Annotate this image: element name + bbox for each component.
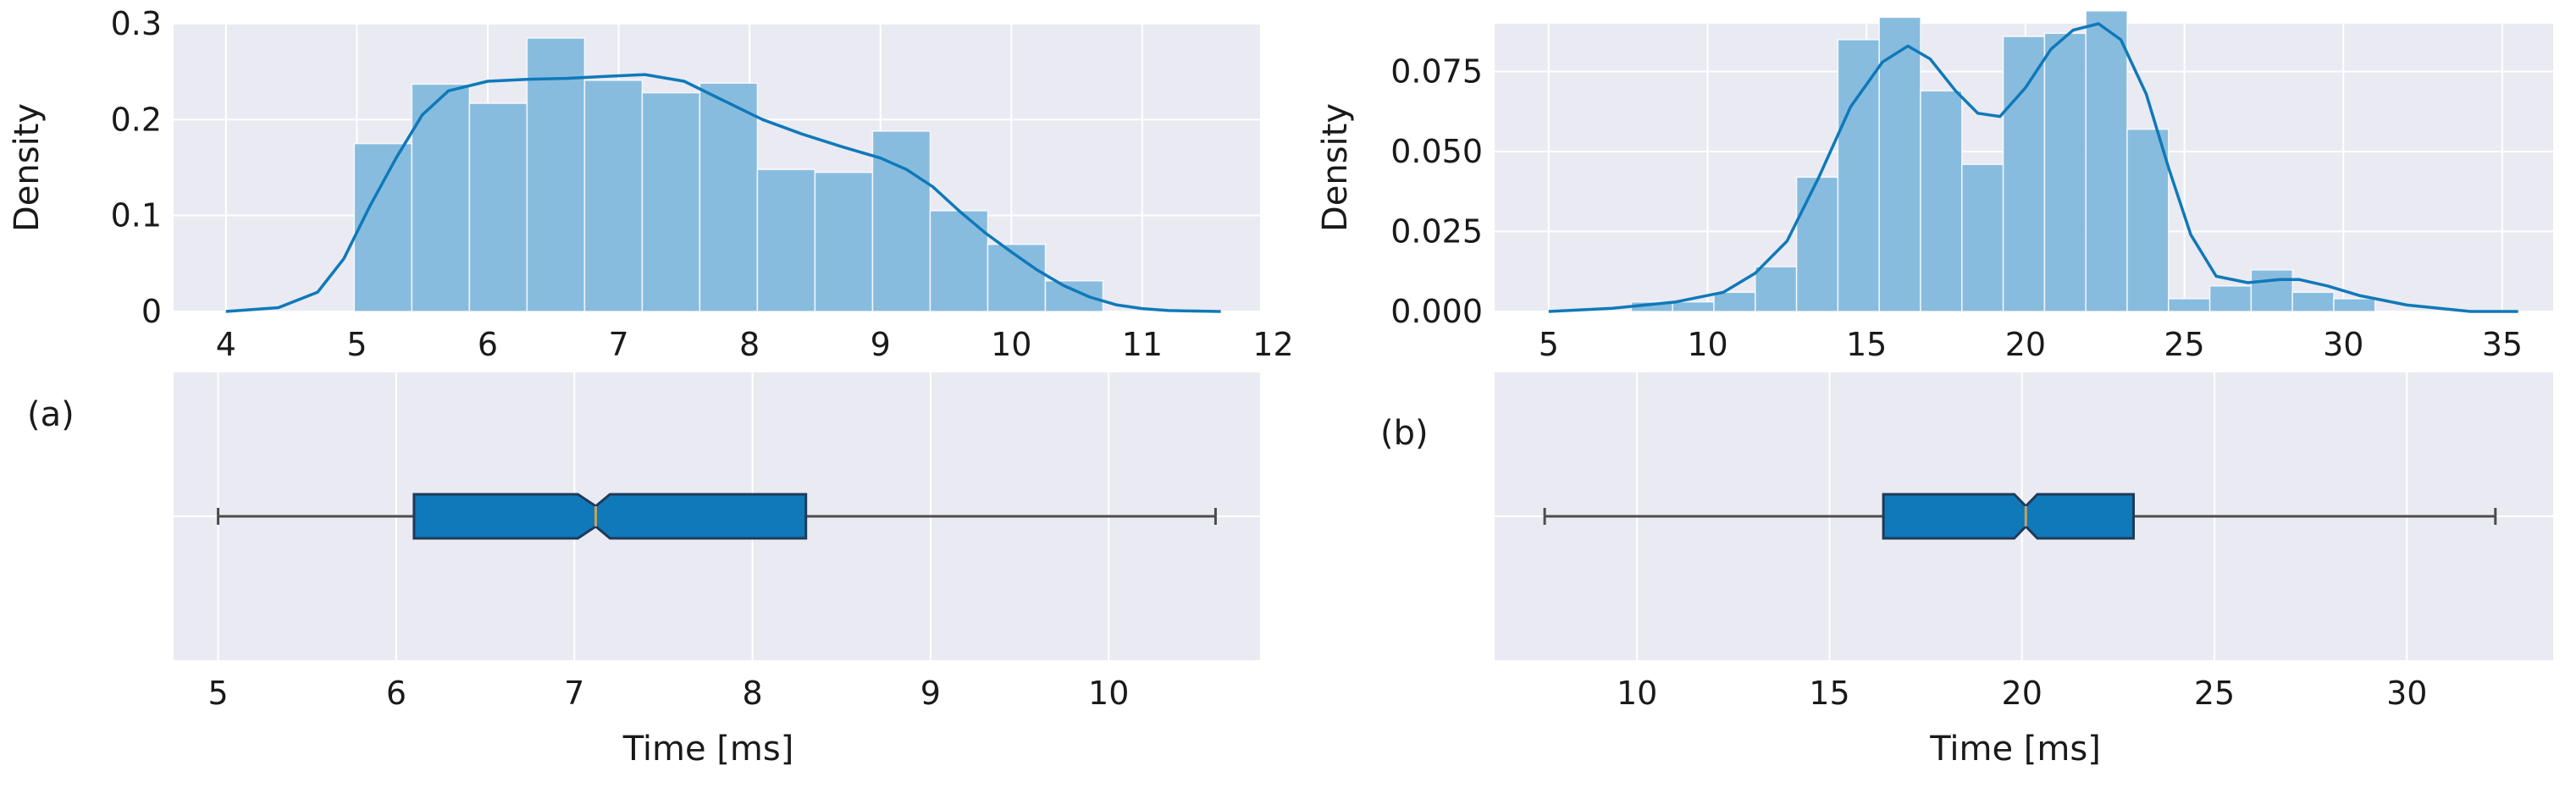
x-tick-label: 5 — [207, 675, 228, 712]
x-tick-label: 5 — [346, 326, 367, 363]
x-tick-label: 15 — [1846, 326, 1887, 363]
histogram-bar — [353, 142, 413, 312]
histogram-bar — [1795, 176, 1839, 312]
x-tick-label: 6 — [386, 675, 406, 712]
x-tick-label: 15 — [1809, 675, 1849, 712]
x-tick-label: 7 — [564, 675, 584, 712]
histogram-bars — [1630, 10, 2376, 312]
x-tick-label: 30 — [2323, 326, 2363, 363]
histogram-bar — [2085, 10, 2128, 312]
boxplot — [1543, 493, 2497, 540]
histogram-bar — [2333, 298, 2376, 312]
notched-box — [412, 493, 808, 540]
y-tick-labels: 0 0.1 0.2 0.3 — [111, 5, 162, 330]
y-tick-label: 0.000 — [1390, 293, 1483, 330]
x-tick-labels: 5 6 7 8 9 10 — [207, 675, 1129, 712]
x-tick-label: 4 — [216, 326, 236, 363]
histogram-bar — [526, 37, 586, 312]
histogram-bar — [2291, 291, 2335, 312]
y-axis-label: Density — [8, 103, 47, 232]
histogram-panel-b: 5 10 15 20 25 30 35 0.000 0.025 0.050 0.075 Densi… — [1316, 10, 2553, 363]
histogram-bar — [756, 168, 816, 312]
x-tick-label: 9 — [871, 326, 891, 363]
histogram-bar — [2250, 269, 2293, 312]
x-tick-label: 9 — [920, 675, 941, 712]
x-axis-label: Time [ms] — [622, 730, 794, 769]
notched-box — [1882, 493, 2135, 540]
x-tick-label: 20 — [2002, 675, 2043, 712]
kde-curve — [1548, 22, 2518, 313]
x-tick-label: 11 — [1122, 326, 1163, 363]
y-tick-label: 0 — [141, 293, 162, 330]
histogram-bar — [2043, 32, 2087, 312]
y-tick-label: 0.025 — [1390, 213, 1483, 251]
x-tick-label: 10 — [1687, 326, 1727, 363]
kde-curve — [225, 73, 1221, 313]
y-tick-label: 0.1 — [111, 197, 162, 234]
histogram-bar — [2208, 285, 2253, 312]
x-tick-label: 6 — [478, 326, 498, 363]
histogram-bar — [1961, 163, 2004, 312]
panel-label-a: (a) — [27, 395, 75, 434]
x-tick-label: 7 — [608, 326, 628, 363]
histogram-bar — [1672, 300, 1715, 312]
histogram-bars — [353, 37, 1104, 312]
histogram-bar — [814, 171, 874, 312]
histogram-bar — [699, 82, 759, 312]
y-tick-label: 0.3 — [111, 5, 162, 42]
histogram-bar — [583, 80, 644, 312]
histogram-bar — [2002, 36, 2046, 312]
y-tick-labels: 0.000 0.025 0.050 0.075 — [1390, 53, 1483, 330]
x-tick-label: 10 — [1088, 675, 1129, 712]
histogram-bar — [1837, 39, 1880, 312]
x-axis-label: Time [ms] — [1929, 730, 2101, 769]
y-tick-label: 0.075 — [1390, 53, 1483, 91]
histogram-bar — [1755, 266, 1798, 312]
x-tick-labels: 4 5 6 7 8 9 10 11 12 — [216, 326, 1294, 363]
histogram-bar — [1713, 291, 1756, 312]
x-tick-labels: 5 10 15 20 25 30 35 — [1539, 326, 2523, 363]
histogram-bar — [468, 102, 528, 312]
x-tick-label: 25 — [2164, 326, 2204, 363]
histogram-bar — [1920, 90, 1963, 312]
x-tick-labels: 10 15 20 25 30 — [1617, 675, 2427, 712]
histogram-bar — [641, 91, 701, 312]
y-tick-label: 0.2 — [111, 101, 162, 138]
panel-label-b: (b) — [1380, 414, 1429, 453]
histogram-bar — [871, 130, 931, 312]
x-tick-label: 20 — [2005, 326, 2046, 363]
histogram-bar — [2126, 128, 2170, 312]
x-tick-label: 10 — [991, 326, 1031, 363]
boxplot — [217, 493, 1217, 540]
x-tick-label: 8 — [742, 675, 762, 712]
histogram-bar — [1044, 279, 1104, 312]
boxplot-panel-a: 5 6 7 8 9 10 Time [ms] — [174, 372, 1260, 769]
boxplot-panel-b: 10 15 20 25 30 Time [ms] — [1495, 372, 2553, 769]
x-tick-label: 10 — [1617, 675, 1657, 712]
x-tick-label: 5 — [1539, 326, 1559, 363]
x-tick-label: 12 — [1252, 326, 1293, 363]
histogram-panel-a: 4 5 6 7 8 9 10 11 12 0 0.1 0.2 0.3 Density — [8, 5, 1294, 363]
histogram-bar — [1878, 16, 1921, 312]
x-tick-label: 25 — [2194, 675, 2235, 712]
x-tick-label: 35 — [2482, 326, 2523, 363]
x-tick-label: 8 — [739, 326, 760, 363]
y-tick-label: 0.050 — [1390, 133, 1483, 170]
histogram-bar — [2168, 298, 2211, 312]
x-tick-label: 30 — [2386, 675, 2427, 712]
y-axis-label: Density — [1316, 103, 1355, 232]
